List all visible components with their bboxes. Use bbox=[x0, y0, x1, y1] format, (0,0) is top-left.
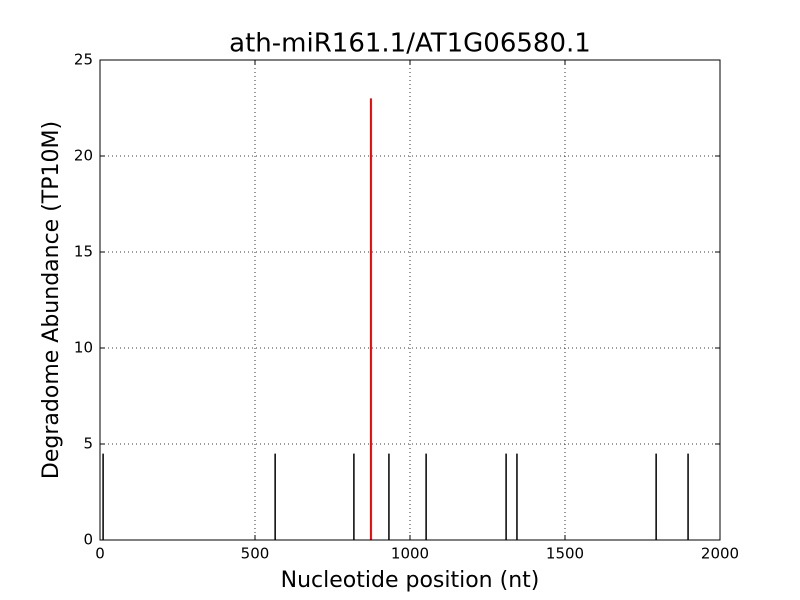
chart-title: ath-miR161.1/AT1G06580.1 bbox=[229, 29, 591, 59]
y-tick-label: 5 bbox=[83, 435, 93, 453]
x-tick-label: 1500 bbox=[546, 545, 584, 563]
y-tick-label: 20 bbox=[74, 147, 93, 165]
x-tick-label: 2000 bbox=[701, 545, 739, 563]
x-axis-label: Nucleotide position (nt) bbox=[281, 568, 540, 593]
y-tick-label: 25 bbox=[74, 51, 93, 69]
y-tick-label: 0 bbox=[83, 531, 93, 549]
x-tick-label: 0 bbox=[95, 545, 105, 563]
x-tick-label: 1000 bbox=[391, 545, 429, 563]
y-tick-label: 10 bbox=[74, 339, 93, 357]
x-tick-label: 500 bbox=[241, 545, 270, 563]
plot-frame bbox=[99, 59, 721, 541]
y-tick-label: 15 bbox=[74, 243, 93, 261]
y-axis-label: Degradome Abundance (TP10M) bbox=[39, 121, 64, 479]
